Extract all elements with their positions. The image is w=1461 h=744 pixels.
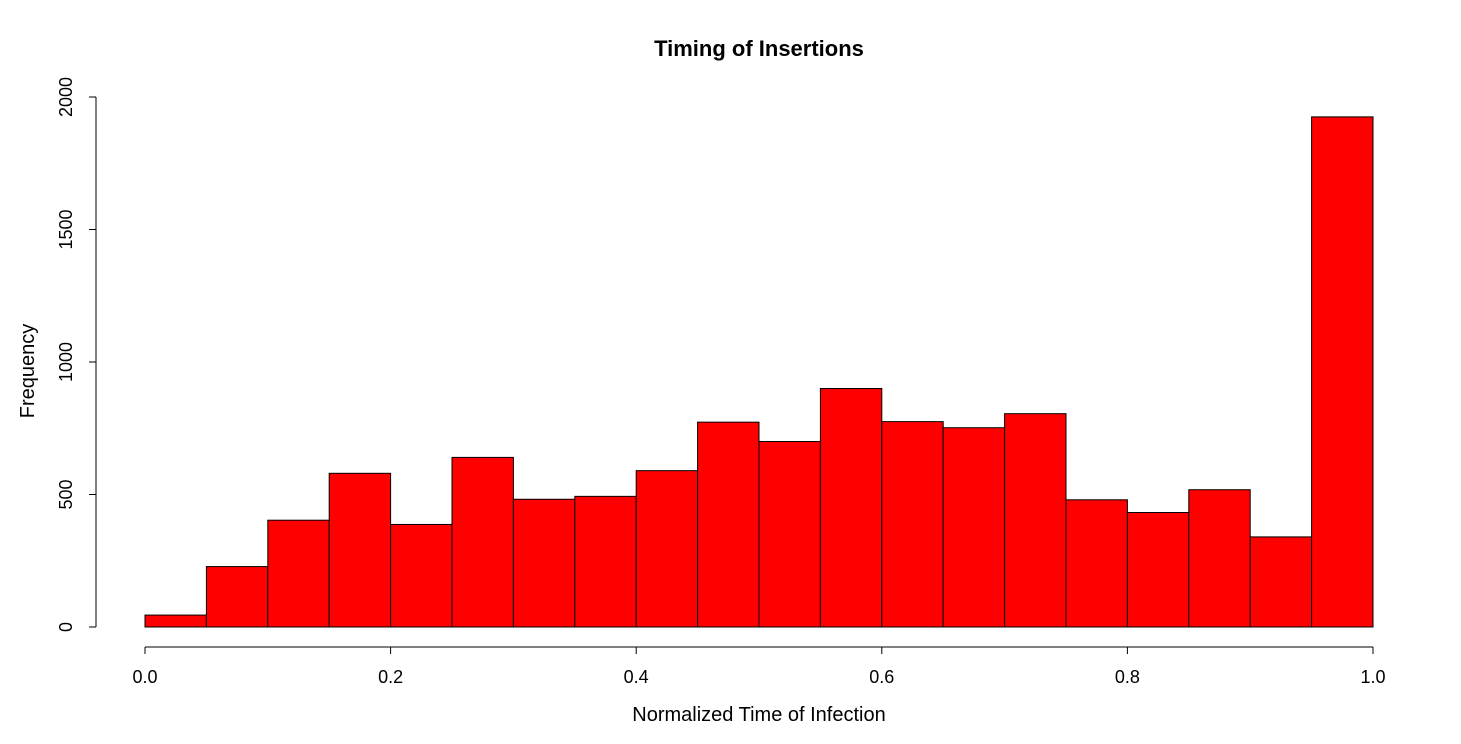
y-axis-label: Frequency <box>17 324 39 419</box>
histogram-bar <box>144 614 207 628</box>
x-tick-label: 0.8 <box>1115 667 1140 687</box>
x-tick-label: 0.4 <box>624 667 649 687</box>
histogram-bar <box>451 456 514 628</box>
histogram-bar <box>1188 489 1251 628</box>
histogram-bar <box>635 470 699 628</box>
histogram-bar <box>819 388 883 628</box>
histogram-bar <box>881 421 944 628</box>
y-tick-label: 0 <box>56 622 76 632</box>
histogram-bar <box>1126 512 1190 628</box>
x-tick-label: 0.2 <box>378 667 403 687</box>
histogram-bar <box>390 523 453 628</box>
bars-group <box>144 116 1374 628</box>
histogram-bar <box>1311 116 1374 628</box>
y-axis: 0 500 1000 1500 2000 <box>56 77 97 632</box>
histogram-bar <box>758 441 821 628</box>
histogram-bar <box>1004 413 1067 628</box>
x-axis: 0.0 0.2 0.4 0.6 0.8 1.0 <box>132 646 1386 687</box>
histogram-bar <box>574 495 637 628</box>
x-tick-label: 0.6 <box>869 667 894 687</box>
y-tick-label: 500 <box>56 479 76 509</box>
histogram-bar <box>697 421 760 628</box>
x-tick-label: 1.0 <box>1360 667 1385 687</box>
histogram-bar <box>942 427 1006 628</box>
histogram-bar <box>328 472 392 628</box>
histogram-bar <box>1249 536 1313 628</box>
x-axis-label: Normalized Time of Infection <box>632 704 885 726</box>
chart-title: Timing of Insertions <box>654 36 864 61</box>
y-tick-label: 1000 <box>56 342 76 382</box>
y-tick-label: 1500 <box>56 209 76 249</box>
histogram-bar <box>205 566 269 628</box>
histogram-bar <box>512 498 576 628</box>
histogram-bar <box>1065 499 1128 628</box>
x-tick-label: 0.0 <box>132 667 157 687</box>
histogram-bar <box>267 519 330 628</box>
y-tick-label: 2000 <box>56 77 76 117</box>
